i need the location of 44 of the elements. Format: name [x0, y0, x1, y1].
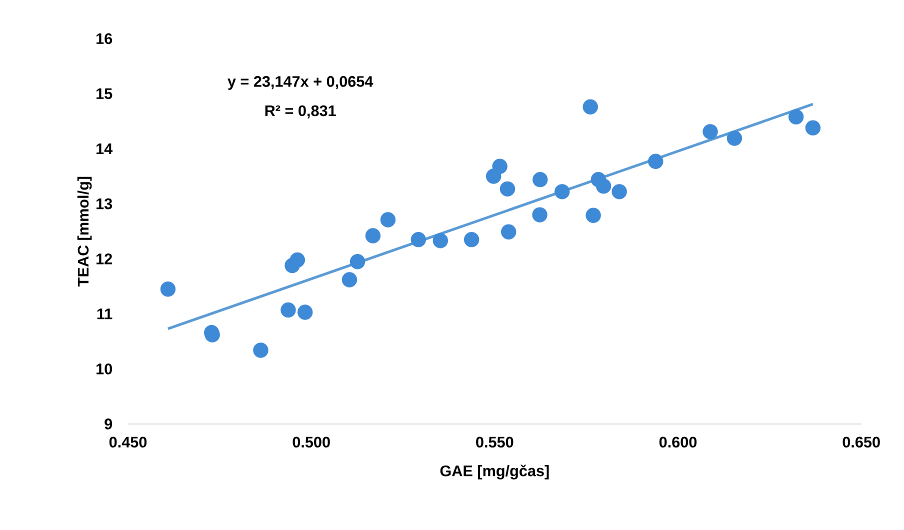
y-tick-label: 12	[96, 253, 112, 264]
point	[432, 233, 448, 248]
x-tick-label: 0.550	[476, 436, 514, 448]
point	[500, 181, 516, 197]
point	[501, 224, 516, 240]
point	[648, 154, 664, 170]
point	[342, 272, 358, 288]
x-tick-label: 0.650	[842, 436, 880, 448]
point	[280, 302, 296, 318]
annotation: R² = 0,831	[265, 105, 336, 118]
point	[532, 172, 548, 188]
point	[253, 342, 268, 358]
annotation: y = 23,147x + 0,0654	[228, 76, 374, 90]
y-axis-title: TEAC [mmol/g]	[77, 176, 92, 287]
point	[464, 232, 480, 248]
point	[612, 184, 627, 200]
point	[380, 212, 396, 228]
x-tick-label: 0.600	[659, 436, 697, 448]
point	[582, 99, 598, 115]
point	[586, 208, 601, 223]
y-tick-label: 16	[96, 33, 112, 44]
point	[298, 304, 313, 320]
y-tick-label: 11	[97, 308, 112, 320]
point	[290, 252, 306, 268]
point	[726, 130, 742, 146]
x-tick-label: 0.450	[109, 436, 147, 448]
point	[554, 184, 570, 200]
y-tick-label: 13	[96, 198, 112, 210]
point	[805, 120, 821, 136]
point	[596, 178, 612, 194]
point	[702, 124, 718, 140]
y-tick-label: 14	[96, 143, 113, 154]
point	[410, 232, 426, 248]
point	[492, 158, 508, 174]
point	[532, 207, 548, 222]
y-tick-label: 9	[104, 418, 112, 430]
y-tick-label: 10	[96, 364, 112, 374]
point	[350, 254, 366, 270]
x-axis-title: GAE [mg/gčas]	[440, 464, 549, 480]
x-tick-label: 0.500	[292, 436, 330, 448]
y-tick-label: 15	[96, 88, 112, 100]
point	[365, 228, 381, 244]
point	[788, 109, 804, 124]
point	[160, 282, 176, 297]
